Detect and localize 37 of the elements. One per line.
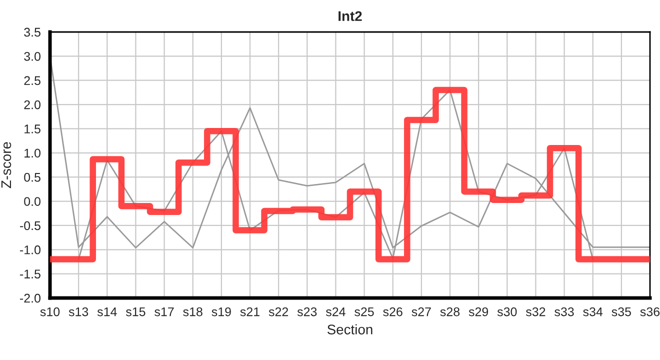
- x-tick-label: s25: [354, 307, 374, 316]
- x-tick-label: s29: [468, 307, 488, 316]
- x-tick-label: s35: [612, 307, 631, 316]
- y-tick-label: 1.0: [24, 148, 40, 158]
- y-tick-label: 0.5: [24, 172, 40, 182]
- x-tick-label: s19: [212, 307, 231, 316]
- y-tick-label: 3.5: [24, 28, 40, 37]
- y-tick-label: 2.5: [24, 76, 40, 86]
- x-tick-label: s24: [326, 307, 346, 316]
- y-tick-label: 0.0: [24, 197, 40, 206]
- x-tick-label: s21: [240, 307, 260, 316]
- x-tick-label: s32: [526, 307, 546, 316]
- y-tick-label: 1.5: [24, 124, 40, 134]
- x-tick-label: s17: [154, 307, 174, 316]
- x-axis-title: Section: [327, 324, 372, 334]
- x-tick-label: s10: [40, 307, 60, 316]
- x-tick-label: s26: [383, 307, 402, 316]
- x-tick-label: s14: [97, 307, 117, 316]
- x-tick-label: s30: [497, 307, 517, 316]
- x-tick-label: s36: [640, 307, 660, 316]
- x-tick-label: s33: [554, 307, 574, 316]
- x-tick-label: s13: [68, 307, 88, 316]
- y-tick-label: -1.0: [20, 245, 40, 254]
- y-tick-label: 2.0: [24, 100, 40, 110]
- x-tick-label: s28: [440, 307, 460, 316]
- x-tick-label: s22: [268, 307, 288, 316]
- chart-title: Int2: [338, 11, 362, 22]
- x-tick-label: s18: [183, 307, 202, 316]
- y-tick-label: -1.5: [20, 270, 40, 278]
- y-axis-title: Z-score: [1, 142, 12, 188]
- x-tick-label: s15: [126, 307, 146, 316]
- x-tick-label: s34: [583, 307, 603, 316]
- x-tick-label: s23: [297, 307, 317, 316]
- y-tick-label: -0.5: [20, 221, 40, 230]
- y-tick-label: 3.0: [24, 52, 40, 61]
- y-tick-label: -2.0: [20, 294, 40, 303]
- x-tick-label: s27: [412, 307, 431, 316]
